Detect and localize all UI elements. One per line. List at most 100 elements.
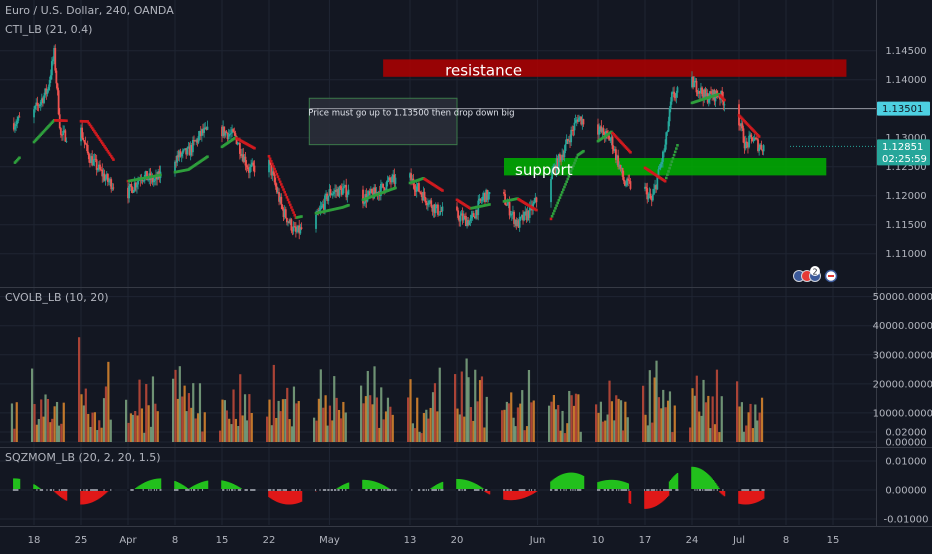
squeeze-dot: [131, 489, 134, 491]
squeeze-dot: [251, 489, 254, 491]
squeeze-dot: [649, 489, 652, 491]
last-price-tag-bg: [877, 139, 930, 154]
squeeze-dot: [475, 489, 478, 491]
squeeze-dot: [328, 489, 331, 491]
candle: [757, 137, 759, 153]
squeeze-dot: [46, 489, 49, 491]
volume-bar: [185, 411, 188, 442]
candle: [278, 188, 280, 206]
candle-body: [460, 213, 463, 216]
squeeze-dot: [282, 489, 285, 491]
candle: [233, 127, 236, 136]
squeeze-dot: [188, 489, 191, 491]
candle-body: [93, 158, 96, 160]
momentum-bar: [750, 490, 753, 504]
momentum-bar: [618, 480, 621, 490]
candle-body: [761, 149, 764, 152]
squeeze-dot: [603, 489, 606, 491]
candle-body: [136, 184, 138, 188]
momentum-bar: [691, 466, 693, 490]
cti-point: [268, 157, 272, 161]
momentum-bar: [715, 484, 718, 490]
symbol-label[interactable]: Euro / U.S. Dollar, 240, OANDA: [5, 4, 174, 17]
candle-body: [275, 186, 278, 193]
squeeze-dot: [721, 489, 724, 491]
candle-body: [383, 187, 386, 192]
squeeze-dot: [511, 489, 514, 491]
momentum-bar: [462, 479, 465, 490]
event-badges[interactable]: 2: [793, 266, 838, 283]
candle: [428, 199, 430, 208]
candle-body: [196, 139, 199, 143]
candle: [560, 154, 562, 166]
resistance-zone[interactable]: [383, 59, 847, 77]
candle: [340, 183, 343, 197]
squeeze-dot: [532, 489, 535, 491]
squeeze-dot: [754, 489, 757, 491]
momentum-bar: [231, 483, 233, 490]
volume-bar: [668, 391, 672, 442]
candle: [283, 205, 286, 220]
candle-body: [12, 123, 15, 130]
cti-indicator-label[interactable]: CTI_LB (21, 0.4): [5, 23, 92, 36]
squeeze-dot: [560, 489, 563, 491]
momentum-bar: [756, 490, 758, 503]
cti-point: [675, 147, 678, 150]
candle-body: [581, 119, 584, 125]
candle-body: [38, 104, 41, 107]
support-zone[interactable]: [504, 158, 827, 176]
candle: [46, 88, 49, 97]
candle-body: [197, 136, 200, 143]
volume-bar: [192, 383, 195, 442]
momentum-bar: [599, 481, 602, 490]
candle-body: [656, 177, 659, 190]
momentum-bar: [456, 478, 458, 490]
candle: [63, 125, 66, 133]
momentum-bar: [93, 490, 96, 502]
momentum-indicator-label[interactable]: SQZMOM_LB (20, 2, 20, 1.5): [5, 451, 161, 464]
squeeze-dot: [178, 489, 181, 491]
event-count-badge[interactable]: [810, 266, 820, 276]
cti-point: [572, 164, 575, 168]
squeeze-dot: [238, 489, 241, 491]
squeeze-dot: [87, 489, 90, 491]
momentum-bar: [613, 479, 616, 490]
squeeze-dot: [38, 489, 41, 491]
momentum-bar: [558, 475, 560, 490]
candle: [84, 136, 87, 145]
note-box[interactable]: [308, 97, 458, 146]
candle-body: [651, 194, 654, 201]
squeeze-dot: [86, 489, 89, 491]
volume-bar: [44, 394, 47, 442]
candle-body: [363, 203, 366, 205]
momentum-bar: [676, 472, 679, 490]
cti-point: [557, 198, 561, 202]
cti-point: [564, 183, 567, 186]
momentum-bar: [577, 473, 579, 490]
momentum-bar: [182, 484, 184, 490]
candle-body: [130, 184, 133, 188]
candle-body: [111, 187, 114, 190]
momentum-bar: [622, 481, 625, 490]
time-axis[interactable]: 18 25 Apr 8 15 22 May 13 20 Jun 10 17 24 Jul 8 15: [28, 535, 840, 546]
squeeze-dot: [364, 489, 367, 491]
volume-axis-label: 0.00000: [885, 438, 926, 449]
squeeze-dot: [157, 489, 160, 491]
squeeze-dot: [154, 489, 157, 491]
candle-body: [385, 182, 388, 190]
squeeze-dot: [676, 489, 679, 491]
candle-body: [745, 141, 748, 144]
volume-indicator-label[interactable]: CVOLB_LB (10, 20): [5, 291, 109, 304]
volume-axis[interactable]: 50000.0000040000.0000030000.0000020000.0…: [873, 292, 932, 448]
momentum-bar: [150, 479, 153, 490]
candle: [280, 193, 283, 210]
candle-body: [367, 191, 370, 196]
candle: [96, 167, 99, 173]
volume-bar: [501, 410, 504, 442]
candle: [695, 78, 698, 97]
cti-point: [283, 190, 286, 194]
momentum-bar: [296, 490, 298, 504]
momentum-bar: [378, 483, 381, 490]
squeeze-dot: [39, 489, 42, 491]
